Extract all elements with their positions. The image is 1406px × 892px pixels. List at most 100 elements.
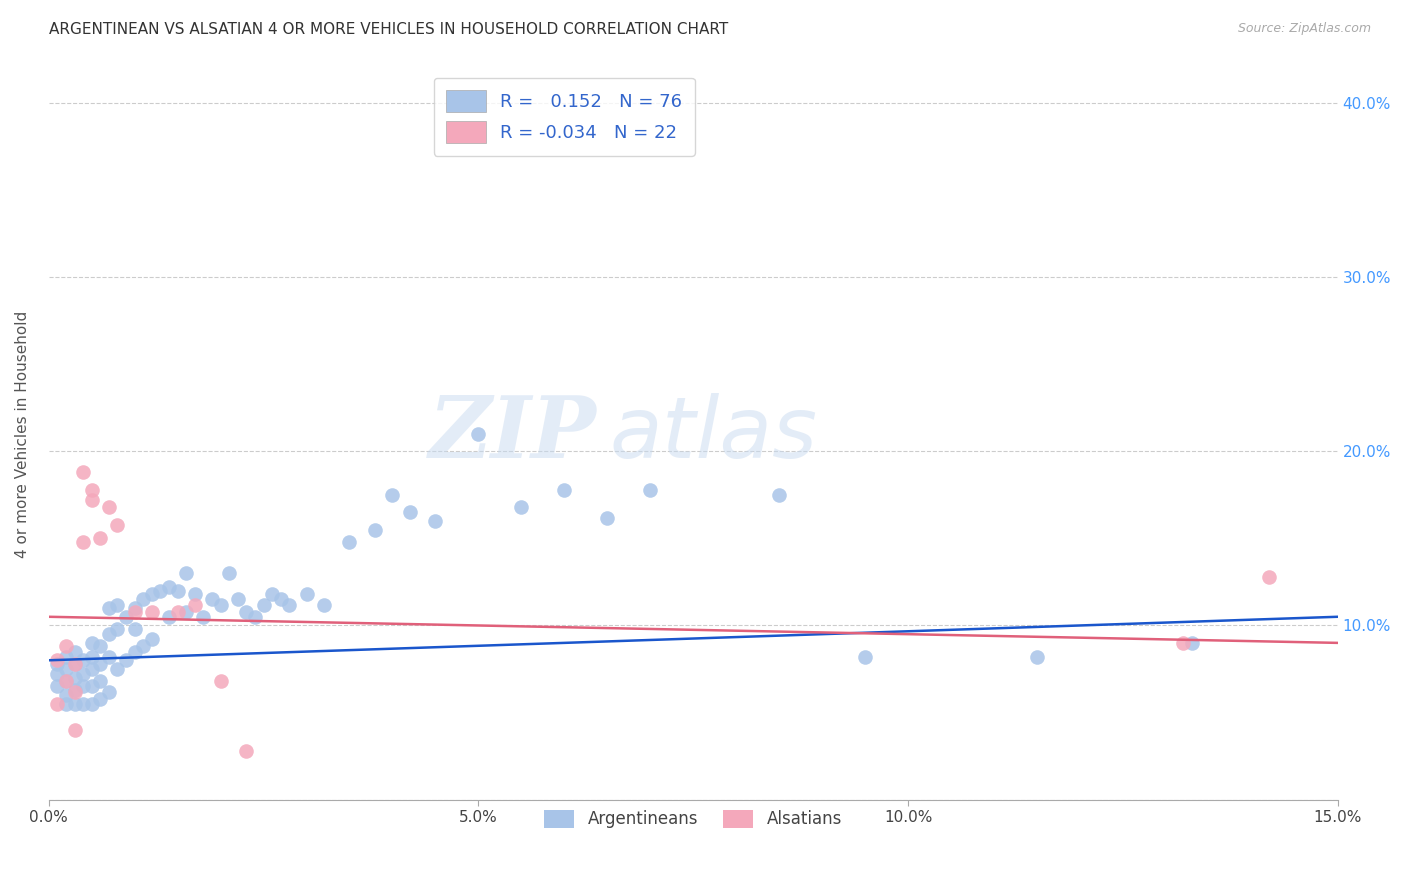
Point — [80, 636, 103, 650]
Point — [364, 523, 387, 537]
Point — [218, 566, 240, 581]
Point — [381, 488, 404, 502]
Point — [80, 697, 103, 711]
Point — [243, 609, 266, 624]
Point — [141, 587, 163, 601]
Point — [107, 517, 129, 532]
Point — [124, 605, 146, 619]
Point — [97, 684, 120, 698]
Point — [209, 598, 232, 612]
Point — [55, 688, 77, 702]
Point — [553, 483, 575, 497]
Point — [63, 682, 86, 697]
Point — [132, 640, 155, 654]
Point — [46, 657, 69, 671]
Point — [55, 674, 77, 689]
Point — [201, 592, 224, 607]
Point — [55, 662, 77, 676]
Point — [1171, 636, 1194, 650]
Point — [124, 622, 146, 636]
Point — [174, 605, 197, 619]
Point — [853, 649, 876, 664]
Point — [295, 587, 318, 601]
Point — [226, 592, 249, 607]
Point — [193, 609, 215, 624]
Point — [157, 580, 180, 594]
Point — [339, 535, 361, 549]
Point — [312, 598, 335, 612]
Point — [63, 723, 86, 737]
Point — [132, 592, 155, 607]
Text: atlas: atlas — [609, 392, 817, 475]
Point — [115, 653, 138, 667]
Point — [55, 649, 77, 664]
Point — [209, 674, 232, 689]
Point — [72, 679, 94, 693]
Text: ARGENTINEAN VS ALSATIAN 4 OR MORE VEHICLES IN HOUSEHOLD CORRELATION CHART: ARGENTINEAN VS ALSATIAN 4 OR MORE VEHICL… — [49, 22, 728, 37]
Point — [1025, 649, 1047, 664]
Point — [596, 510, 619, 524]
Point — [80, 679, 103, 693]
Point — [46, 653, 69, 667]
Point — [72, 697, 94, 711]
Point — [63, 644, 86, 658]
Point — [1180, 636, 1202, 650]
Point — [141, 605, 163, 619]
Point — [63, 671, 86, 685]
Point — [278, 598, 301, 612]
Point — [63, 657, 86, 671]
Point — [166, 605, 188, 619]
Point — [149, 583, 172, 598]
Point — [467, 427, 489, 442]
Point — [63, 657, 86, 671]
Point — [252, 598, 274, 612]
Point — [174, 566, 197, 581]
Point — [270, 592, 292, 607]
Point — [115, 609, 138, 624]
Point — [235, 605, 257, 619]
Point — [80, 649, 103, 664]
Point — [638, 483, 661, 497]
Text: Source: ZipAtlas.com: Source: ZipAtlas.com — [1237, 22, 1371, 36]
Point — [63, 697, 86, 711]
Point — [1257, 570, 1279, 584]
Point — [72, 667, 94, 681]
Point — [768, 488, 790, 502]
Point — [262, 587, 284, 601]
Point — [72, 465, 94, 479]
Point — [124, 644, 146, 658]
Y-axis label: 4 or more Vehicles in Household: 4 or more Vehicles in Household — [15, 310, 30, 558]
Point — [235, 744, 257, 758]
Point — [107, 598, 129, 612]
Point — [97, 627, 120, 641]
Point — [89, 691, 111, 706]
Point — [425, 514, 447, 528]
Point — [46, 667, 69, 681]
Legend: Argentineans, Alsatians: Argentineans, Alsatians — [537, 803, 849, 835]
Point — [55, 640, 77, 654]
Point — [55, 674, 77, 689]
Point — [55, 697, 77, 711]
Point — [184, 598, 207, 612]
Point — [141, 632, 163, 647]
Point — [80, 483, 103, 497]
Text: ZIP: ZIP — [429, 392, 596, 475]
Point — [97, 649, 120, 664]
Point — [124, 601, 146, 615]
Point — [89, 674, 111, 689]
Point — [89, 532, 111, 546]
Point — [398, 505, 420, 519]
Point — [89, 657, 111, 671]
Point — [46, 679, 69, 693]
Point — [510, 500, 533, 515]
Point — [72, 535, 94, 549]
Point — [80, 493, 103, 508]
Point — [63, 684, 86, 698]
Point — [107, 662, 129, 676]
Point — [97, 500, 120, 515]
Point — [89, 640, 111, 654]
Point — [107, 622, 129, 636]
Point — [80, 662, 103, 676]
Point — [184, 587, 207, 601]
Point — [157, 609, 180, 624]
